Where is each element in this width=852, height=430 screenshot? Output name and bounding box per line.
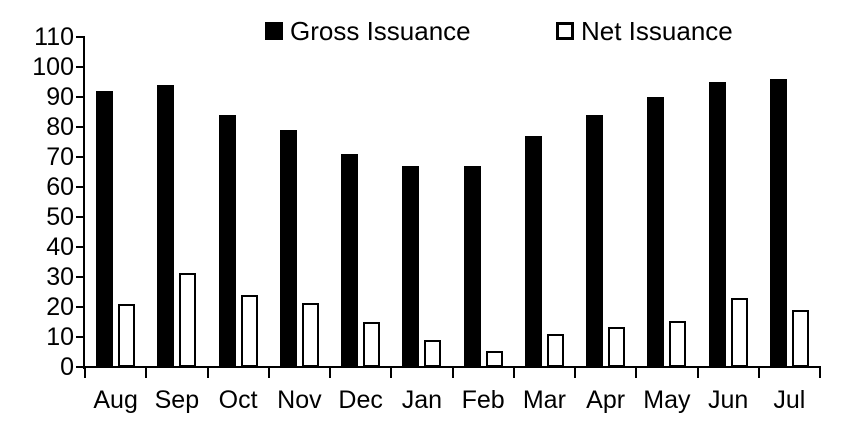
- x-axis-label-mar: Mar: [522, 386, 566, 414]
- bar-net-sep: [179, 272, 197, 367]
- bar-net-aug: [118, 304, 136, 367]
- y-axis-tick-0: [76, 366, 85, 368]
- x-axis-label-aug: Aug: [93, 386, 138, 414]
- y-axis-label-80: 80: [46, 113, 74, 141]
- legend-item-gross-issuance: Gross Issuance: [265, 17, 471, 45]
- y-axis-tick-110: [76, 36, 85, 38]
- legend-item-net-issuance: Net Issuance: [556, 17, 733, 45]
- net-issuance-swatch-icon: [556, 22, 574, 40]
- x-axis-tick-1: [145, 367, 148, 378]
- bar-net-dec: [363, 322, 381, 367]
- x-axis-label-nov: Nov: [277, 386, 322, 414]
- x-axis-tick-2: [206, 367, 209, 378]
- bar-gross-jul: [769, 79, 787, 367]
- x-axis-label-may: May: [643, 386, 691, 414]
- y-axis-tick-40: [76, 246, 85, 248]
- y-axis-tick-90: [76, 96, 85, 98]
- x-axis-tick-9: [635, 367, 638, 378]
- bar-gross-feb: [463, 166, 481, 367]
- x-axis-tick-6: [451, 367, 454, 378]
- bar-gross-aug: [96, 91, 114, 367]
- y-axis-tick-70: [76, 156, 85, 158]
- y-axis-tick-50: [76, 216, 85, 218]
- legend-label-gross-issuance: Gross Issuance: [290, 16, 471, 46]
- bar-net-may: [669, 320, 687, 367]
- y-axis-label-90: 90: [46, 83, 74, 111]
- x-axis-tick-0: [84, 367, 86, 378]
- x-axis-label-apr: Apr: [586, 386, 626, 414]
- x-axis-tick-7: [512, 367, 515, 378]
- y-axis-label-50: 50: [46, 203, 74, 231]
- x-axis-label-feb: Feb: [461, 386, 505, 414]
- bar-gross-apr: [586, 115, 604, 367]
- bar-gross-jun: [708, 82, 726, 367]
- x-axis-label-sep: Sep: [154, 386, 200, 414]
- y-axis-label-60: 60: [46, 173, 74, 201]
- x-axis-line: [83, 366, 821, 368]
- x-axis-label-jul: Jul: [773, 386, 806, 414]
- x-axis-label-dec: Dec: [338, 386, 383, 414]
- y-axis-tick-20: [76, 306, 85, 308]
- x-axis-tick-8: [574, 367, 576, 378]
- bar-gross-jan: [402, 166, 420, 367]
- gross-issuance-swatch-icon: [265, 22, 283, 40]
- x-axis-label-oct: Oct: [218, 386, 258, 414]
- x-axis-tick-10: [696, 367, 699, 378]
- bar-gross-may: [647, 97, 665, 367]
- bar-net-feb: [485, 350, 503, 367]
- x-axis-tick-5: [390, 367, 393, 378]
- y-axis-tick-30: [76, 276, 85, 278]
- x-axis-label-jun: Jun: [707, 386, 749, 414]
- y-axis-tick-80: [76, 126, 85, 128]
- y-axis-label-30: 30: [46, 263, 74, 291]
- bar-gross-sep: [157, 85, 175, 367]
- bar-net-jan: [424, 340, 442, 367]
- bar-gross-oct: [218, 115, 236, 367]
- bar-gross-mar: [524, 136, 542, 367]
- bar-net-jun: [730, 298, 748, 367]
- bar-gross-dec: [341, 154, 359, 367]
- y-axis-tick-100: [76, 66, 85, 68]
- bar-net-apr: [608, 326, 626, 367]
- y-axis-tick-10: [76, 336, 85, 338]
- x-axis-tick-3: [267, 367, 270, 378]
- y-axis-label-40: 40: [46, 233, 74, 261]
- bar-gross-nov: [279, 130, 297, 367]
- bar-net-jul: [791, 310, 809, 367]
- bar-net-oct: [240, 295, 258, 367]
- y-axis-tick-60: [76, 186, 85, 188]
- y-axis-label-0: 0: [60, 353, 74, 381]
- y-axis-line: [83, 37, 85, 369]
- x-axis-label-jan: Jan: [401, 386, 443, 414]
- y-axis-label-110: 110: [34, 23, 74, 51]
- x-axis-tick-4: [329, 367, 331, 378]
- x-axis-tick-11: [757, 367, 760, 378]
- y-axis-label-20: 20: [46, 293, 74, 321]
- y-axis-label-70: 70: [46, 143, 74, 171]
- y-axis-label-10: 10: [46, 323, 74, 351]
- x-axis-tick-12: [819, 367, 821, 378]
- legend-label-net-issuance: Net Issuance: [581, 16, 733, 46]
- bar-net-mar: [546, 334, 564, 367]
- bar-net-nov: [301, 302, 319, 367]
- y-axis-label-100: 100: [32, 53, 74, 81]
